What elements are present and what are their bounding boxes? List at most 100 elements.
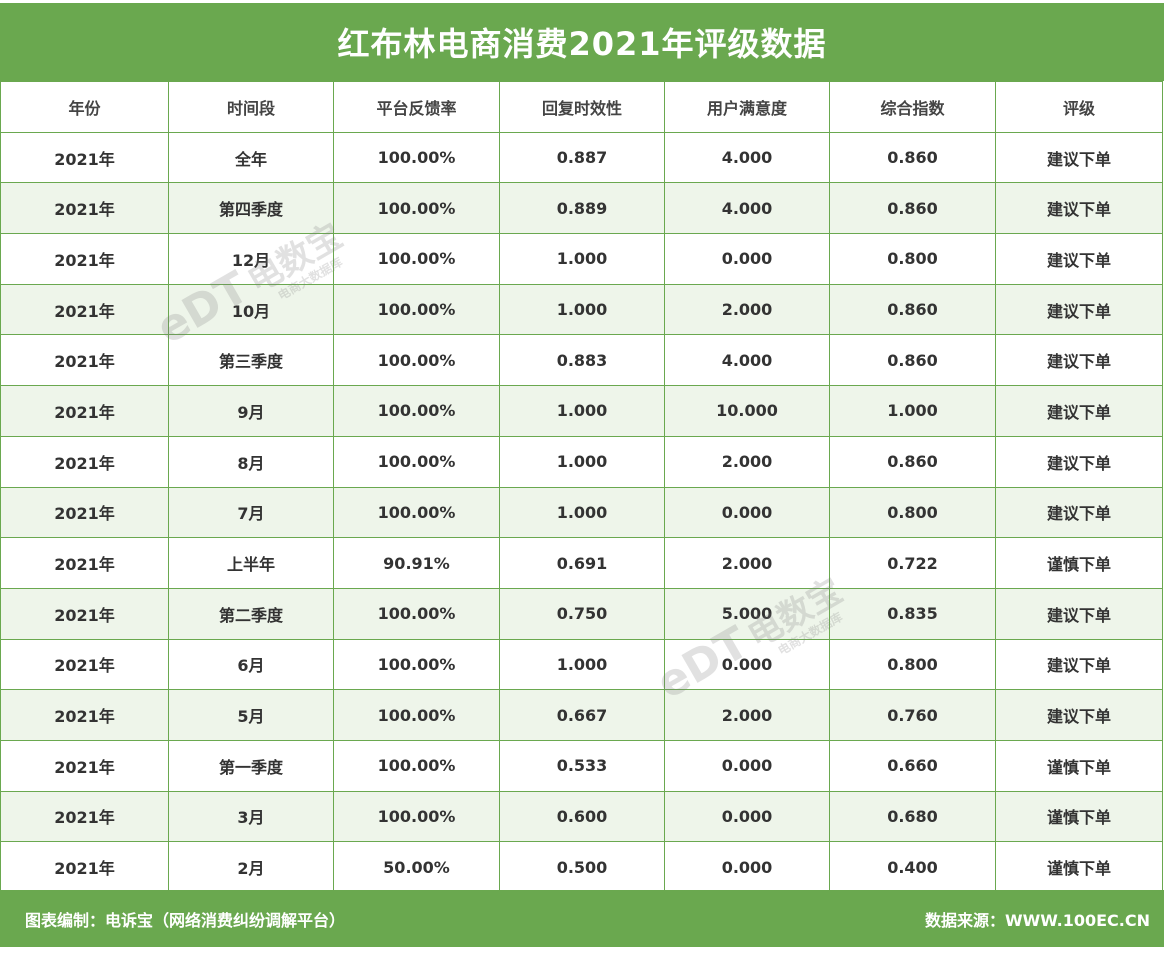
column-header-reply-timeliness: 回复时效性 [499,81,665,133]
feedback-rate-cell: 50.00% [333,841,500,893]
year-cell: 2021年 [0,486,169,539]
satisfaction-cell: 2.000 [664,689,830,741]
reply-timeliness-cell: 0.533 [499,739,665,792]
rating-cell: 建议下单 [995,334,1163,387]
period-cell: 6月 [168,638,334,691]
table-body: 2021年 全年 100.00% 0.887 4.000 0.860 建议下单 2021年 第四… [0,131,1163,893]
period-cell: 7月 [168,486,334,539]
table-row: 2021年 全年 100.00% 0.887 4.000 0.860 建议下单 [0,131,1163,184]
table-header-row: 年份 时间段 平台反馈率 回复时效性 用户满意度 综合指数 评级 [0,81,1163,133]
year-cell: 2021年 [0,790,169,843]
column-header-year: 年份 [0,81,169,133]
satisfaction-cell: 4.000 [664,131,830,184]
feedback-rate-cell: 100.00% [333,689,500,741]
rating-cell: 建议下单 [995,283,1163,336]
feedback-rate-cell: 100.00% [333,587,500,640]
satisfaction-cell: 4.000 [664,182,830,235]
rating-cell: 建议下单 [995,689,1163,741]
year-cell: 2021年 [0,233,169,285]
rating-cell: 谨慎下单 [995,841,1163,893]
composite-index-cell: 0.800 [829,486,996,539]
feedback-rate-cell: 100.00% [333,790,500,843]
composite-index-cell: 0.800 [829,233,996,285]
year-cell: 2021年 [0,334,169,387]
feedback-rate-cell: 100.00% [333,638,500,691]
period-cell: 3月 [168,790,334,843]
footer-bar: 图表编制：电诉宝（网络消费纠纷调解平台） 数据来源：WWW.100EC.CN [0,890,1164,947]
reply-timeliness-cell: 0.750 [499,587,665,640]
year-cell: 2021年 [0,131,169,184]
reply-timeliness-cell: 0.600 [499,790,665,843]
rating-cell: 建议下单 [995,435,1163,488]
column-header-feedback-rate: 平台反馈率 [333,81,500,133]
table-row: 2021年 6月 100.00% 1.000 0.000 0.800 建议下单 [0,638,1163,691]
satisfaction-cell: 10.000 [664,385,830,437]
year-cell: 2021年 [0,385,169,437]
satisfaction-cell: 0.000 [664,638,830,691]
year-cell: 2021年 [0,283,169,336]
reply-timeliness-cell: 1.000 [499,233,665,285]
rating-cell: 建议下单 [995,638,1163,691]
year-cell: 2021年 [0,182,169,235]
reply-timeliness-cell: 0.667 [499,689,665,741]
year-cell: 2021年 [0,739,169,792]
rating-cell: 谨慎下单 [995,790,1163,843]
table-row: 2021年 5月 100.00% 0.667 2.000 0.760 建议下单 [0,689,1163,741]
table-row: 2021年 3月 100.00% 0.600 0.000 0.680 谨慎下单 [0,790,1163,843]
rating-table: 年份 时间段 平台反馈率 回复时效性 用户满意度 综合指数 评级 2021年 全年 100.00… [0,81,1163,893]
feedback-rate-cell: 100.00% [333,385,500,437]
period-cell: 9月 [168,385,334,437]
rating-cell: 建议下单 [995,587,1163,640]
composite-index-cell: 0.680 [829,790,996,843]
footer-credit: 图表编制：电诉宝（网络消费纠纷调解平台） [25,910,346,930]
satisfaction-cell: 0.000 [664,790,830,843]
composite-index-cell: 0.835 [829,587,996,640]
composite-index-cell: 0.660 [829,739,996,792]
table-row: 2021年 8月 100.00% 1.000 2.000 0.860 建议下单 [0,435,1163,488]
year-cell: 2021年 [0,537,169,589]
table-row: 2021年 第一季度 100.00% 0.533 0.000 0.660 谨慎下单 [0,739,1163,792]
reply-timeliness-cell: 0.691 [499,537,665,589]
reply-timeliness-cell: 0.889 [499,182,665,235]
satisfaction-cell: 0.000 [664,739,830,792]
period-cell: 第四季度 [168,182,334,235]
table-row: 2021年 第三季度 100.00% 0.883 4.000 0.860 建议下单 [0,334,1163,387]
year-cell: 2021年 [0,841,169,893]
column-header-satisfaction: 用户满意度 [664,81,830,133]
rating-cell: 建议下单 [995,182,1163,235]
rating-cell: 建议下单 [995,486,1163,539]
table-row: 2021年 上半年 90.91% 0.691 2.000 0.722 谨慎下单 [0,537,1163,589]
reply-timeliness-cell: 1.000 [499,385,665,437]
table-row: 2021年 9月 100.00% 1.000 10.000 1.000 建议下单 [0,385,1163,437]
period-cell: 10月 [168,283,334,336]
composite-index-cell: 1.000 [829,385,996,437]
composite-index-cell: 0.860 [829,131,996,184]
reply-timeliness-cell: 1.000 [499,486,665,539]
composite-index-cell: 0.400 [829,841,996,893]
satisfaction-cell: 0.000 [664,486,830,539]
satisfaction-cell: 2.000 [664,435,830,488]
reply-timeliness-cell: 1.000 [499,638,665,691]
rating-table-panel: 红布林电商消费2021年评级数据 年份 时间段 平台反馈率 回复时效性 用户满意度 综合指… [0,3,1164,893]
year-cell: 2021年 [0,587,169,640]
column-header-rating: 评级 [995,81,1163,133]
satisfaction-cell: 0.000 [664,841,830,893]
feedback-rate-cell: 100.00% [333,486,500,539]
period-cell: 12月 [168,233,334,285]
rating-cell: 谨慎下单 [995,739,1163,792]
period-cell: 上半年 [168,537,334,589]
feedback-rate-cell: 100.00% [333,233,500,285]
period-cell: 第二季度 [168,587,334,640]
satisfaction-cell: 5.000 [664,587,830,640]
composite-index-cell: 0.722 [829,537,996,589]
period-cell: 第一季度 [168,739,334,792]
period-cell: 8月 [168,435,334,488]
column-header-period: 时间段 [168,81,334,133]
reply-timeliness-cell: 0.883 [499,334,665,387]
satisfaction-cell: 2.000 [664,283,830,336]
reply-timeliness-cell: 0.887 [499,131,665,184]
feedback-rate-cell: 100.00% [333,739,500,792]
reply-timeliness-cell: 1.000 [499,435,665,488]
footer-source: 数据来源：WWW.100EC.CN [924,910,1150,930]
table-row: 2021年 第二季度 100.00% 0.750 5.000 0.835 建议下单 [0,587,1163,640]
